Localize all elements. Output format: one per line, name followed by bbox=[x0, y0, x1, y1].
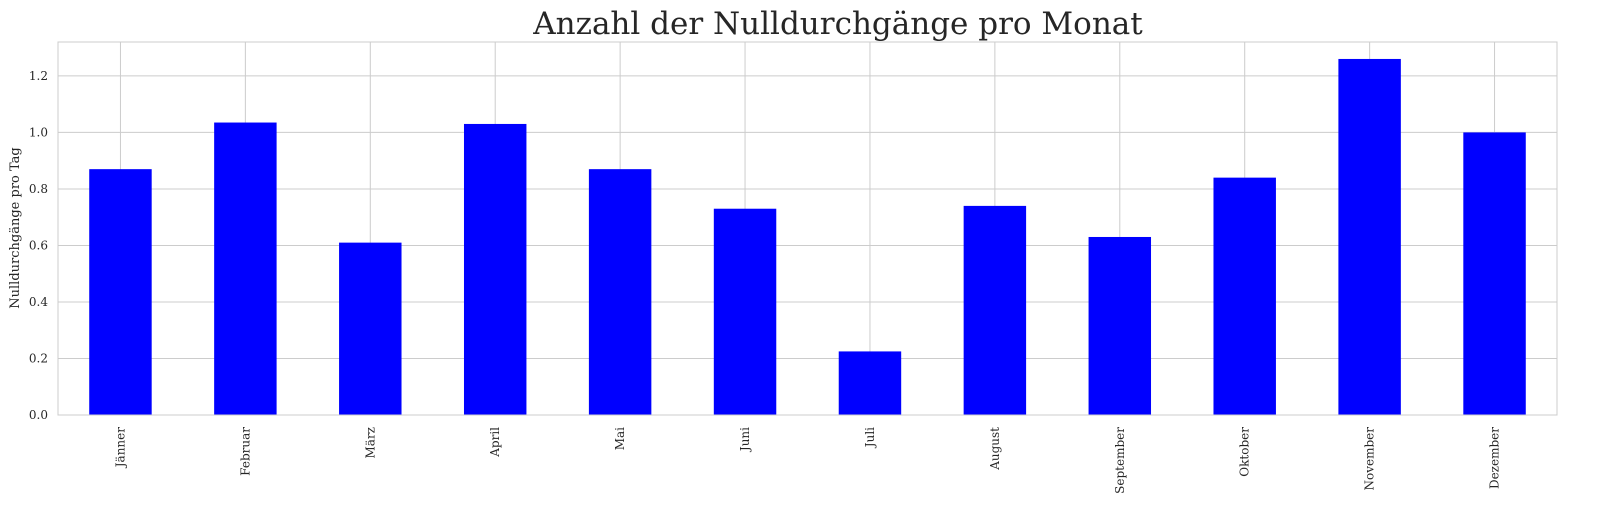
y-axis-ticks: 0.0 0.2 0.4 0.6 0.8 1.0 1.2 bbox=[29, 69, 48, 422]
y-tick-label: 0.2 bbox=[29, 351, 48, 365]
x-tick-label: Jänner bbox=[113, 427, 127, 470]
y-tick-label: 0.0 bbox=[29, 408, 48, 422]
bar bbox=[713, 208, 777, 415]
x-axis-ticks: Jänner Februar März April Mai Juni Juli August S… bbox=[113, 427, 1501, 494]
grid-lines bbox=[58, 42, 1557, 416]
bars bbox=[89, 58, 1526, 416]
y-tick-label: 0.6 bbox=[29, 238, 48, 252]
plot-frame bbox=[57, 41, 1558, 416]
x-tick-label: Oktober bbox=[1238, 427, 1252, 477]
x-tick-label: März bbox=[363, 427, 377, 459]
x-tick-label: Juli bbox=[863, 427, 877, 449]
x-tick-label: September bbox=[1113, 427, 1127, 494]
bar bbox=[214, 122, 277, 415]
x-tick-label: Mai bbox=[613, 427, 627, 450]
x-tick-label: Juni bbox=[738, 427, 752, 453]
y-axis-label: Nulldurchgänge pro Tag bbox=[8, 147, 23, 308]
bar bbox=[1463, 132, 1526, 415]
y-tick-label: 0.4 bbox=[29, 295, 48, 309]
y-tick-label: 0.8 bbox=[29, 182, 48, 196]
x-tick-label: August bbox=[988, 427, 1002, 471]
bar bbox=[963, 205, 1027, 415]
x-tick-label: Dezember bbox=[1488, 427, 1502, 489]
bar bbox=[1088, 236, 1152, 415]
x-tick-label: April bbox=[488, 427, 502, 458]
bar bbox=[838, 351, 902, 415]
x-tick-label: November bbox=[1363, 427, 1377, 491]
y-tick-label: 1.0 bbox=[29, 125, 48, 139]
bar bbox=[89, 169, 152, 415]
chart-title: Anzahl der Nulldurchgänge pro Monat bbox=[532, 6, 1143, 42]
y-tick-label: 1.2 bbox=[29, 69, 48, 83]
bar bbox=[1338, 58, 1401, 416]
bar bbox=[1213, 177, 1276, 415]
bar bbox=[339, 242, 402, 415]
x-tick-label: Februar bbox=[238, 427, 252, 476]
bar bbox=[588, 169, 652, 415]
bar bbox=[463, 123, 527, 416]
